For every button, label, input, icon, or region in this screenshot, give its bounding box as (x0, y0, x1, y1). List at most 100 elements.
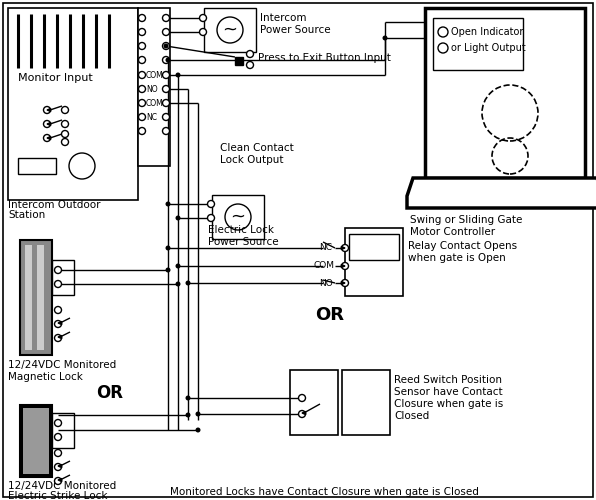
Circle shape (299, 410, 306, 418)
Polygon shape (302, 412, 306, 414)
Bar (8, 8, 138, 200)
Text: Monitored Locks have Contact Closure when gate is Closed: Monitored Locks have Contact Closure whe… (170, 487, 479, 497)
Circle shape (185, 396, 191, 400)
Text: 12/24VDC Monitored: 12/24VDC Monitored (8, 481, 116, 491)
Text: Closed: Closed (394, 411, 429, 421)
Text: Station: Station (8, 210, 45, 220)
Circle shape (54, 306, 61, 314)
Text: ~: ~ (231, 208, 246, 226)
Polygon shape (47, 108, 51, 112)
Circle shape (163, 72, 169, 78)
Circle shape (200, 28, 206, 35)
Circle shape (342, 244, 349, 252)
Circle shape (44, 134, 51, 141)
Circle shape (166, 58, 170, 62)
Circle shape (44, 106, 51, 114)
Circle shape (54, 334, 61, 342)
Circle shape (138, 42, 145, 50)
Circle shape (207, 200, 215, 207)
Circle shape (61, 130, 69, 138)
Text: COM: COM (146, 98, 164, 108)
Circle shape (175, 282, 181, 286)
Bar (20, 405, 52, 477)
Text: Press to Exit Button Input: Press to Exit Button Input (258, 53, 391, 63)
Circle shape (54, 434, 61, 440)
Circle shape (166, 202, 170, 206)
Text: Open Indicator: Open Indicator (451, 27, 523, 37)
Circle shape (163, 42, 169, 50)
Polygon shape (342, 246, 345, 250)
Circle shape (44, 120, 51, 128)
Text: NC: NC (146, 112, 157, 122)
Polygon shape (407, 178, 596, 208)
Text: Power Source: Power Source (260, 25, 331, 35)
Bar (433, 18, 523, 70)
Text: Electric Strike Lock: Electric Strike Lock (8, 491, 107, 500)
Circle shape (54, 450, 61, 456)
Circle shape (342, 280, 349, 286)
Circle shape (175, 264, 181, 268)
Polygon shape (58, 336, 62, 338)
Circle shape (185, 280, 191, 285)
Circle shape (54, 478, 61, 484)
Bar (212, 195, 264, 239)
Circle shape (54, 420, 61, 426)
Circle shape (163, 14, 169, 21)
Text: or Light Output: or Light Output (451, 43, 526, 53)
Bar (235, 57, 243, 65)
Circle shape (61, 120, 69, 128)
Circle shape (163, 100, 169, 106)
Polygon shape (47, 136, 51, 140)
Bar (37, 245, 44, 350)
Circle shape (342, 262, 349, 270)
Circle shape (383, 36, 387, 41)
Text: OR: OR (315, 306, 344, 324)
Circle shape (185, 412, 191, 418)
Text: NC: NC (319, 244, 332, 252)
Polygon shape (342, 282, 345, 284)
Polygon shape (58, 478, 62, 482)
Text: Electric Lock: Electric Lock (208, 225, 274, 235)
Circle shape (163, 56, 169, 64)
Circle shape (69, 153, 95, 179)
Circle shape (138, 72, 145, 78)
Bar (342, 370, 390, 435)
Circle shape (61, 138, 69, 145)
Bar (25, 245, 32, 350)
Bar (204, 8, 256, 52)
Circle shape (438, 27, 448, 37)
Text: Reed Switch Position: Reed Switch Position (394, 375, 502, 385)
Circle shape (138, 56, 145, 64)
Text: Sensor have Contact: Sensor have Contact (394, 387, 502, 397)
Text: ~: ~ (222, 21, 237, 39)
Circle shape (138, 28, 145, 35)
Text: COM: COM (146, 70, 164, 80)
Text: Monitor Input: Monitor Input (18, 73, 93, 83)
Polygon shape (58, 322, 62, 324)
Bar (349, 234, 399, 260)
Circle shape (163, 28, 169, 35)
Bar (52, 260, 74, 295)
Circle shape (138, 14, 145, 21)
Bar (20, 240, 52, 355)
Text: Magnetic Lock: Magnetic Lock (8, 372, 83, 382)
Circle shape (438, 43, 448, 53)
Text: Swing or Sliding Gate: Swing or Sliding Gate (410, 215, 522, 225)
Circle shape (54, 280, 61, 287)
Polygon shape (58, 464, 62, 468)
Text: Lock Output: Lock Output (220, 155, 284, 165)
Circle shape (247, 50, 253, 58)
Circle shape (54, 320, 61, 328)
Circle shape (54, 266, 61, 274)
Circle shape (195, 428, 200, 432)
Text: NO: NO (146, 84, 157, 94)
Text: NO: NO (319, 278, 333, 287)
Circle shape (163, 128, 169, 134)
Text: Clean Contact: Clean Contact (220, 143, 294, 153)
Circle shape (138, 114, 145, 120)
Bar (290, 370, 338, 435)
Circle shape (138, 86, 145, 92)
Polygon shape (342, 264, 345, 268)
Circle shape (138, 128, 145, 134)
Circle shape (217, 17, 243, 43)
